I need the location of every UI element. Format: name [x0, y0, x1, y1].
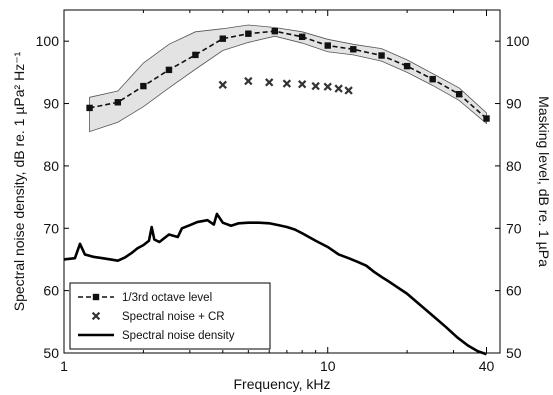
- legend-symbol-noise-cr: [91, 311, 101, 321]
- legend-box: [69, 282, 271, 350]
- octave-level-point: [140, 82, 147, 90]
- y-tick-label-left: 70: [43, 220, 59, 236]
- legend-x-marker: [91, 311, 101, 321]
- octave-level-point: [350, 46, 357, 53]
- axis-ticks: [63, 10, 500, 354]
- octave-level-point: [86, 104, 93, 112]
- octave-level-point: [483, 115, 490, 122]
- octave-level-point: [378, 52, 385, 59]
- y-tick-label-right: 80: [506, 158, 522, 174]
- x-tick-label: 10: [320, 358, 336, 374]
- octave-level-point: [114, 99, 122, 106]
- noise-cr-point: [334, 84, 343, 93]
- legend-label-octave: 1/3rd octave level: [122, 292, 212, 304]
- y-tick-label-left: 60: [43, 283, 59, 299]
- x-marker-stroke: [218, 80, 227, 90]
- x-marker-stroke: [91, 311, 101, 321]
- octave-level-point: [165, 66, 173, 74]
- noise-cr-point: [297, 80, 307, 89]
- x-marker-stroke: [334, 84, 343, 93]
- x-tick-label: 40: [479, 358, 495, 374]
- x-marker-stroke: [282, 79, 292, 88]
- octave-level-line: [89, 30, 488, 120]
- octave-level-layer: [86, 28, 490, 122]
- y-tick-label-right: 100: [506, 33, 530, 49]
- y-tick-label-right: 90: [506, 96, 522, 112]
- x-tick-label: 1: [60, 358, 68, 374]
- confidence-band-layer: [89, 24, 487, 133]
- legend-label-density: Spectral noise density: [122, 330, 235, 342]
- noise-cr-point: [323, 82, 332, 91]
- x-marker-stroke: [311, 81, 320, 91]
- y-tick-label-right: 60: [506, 283, 522, 299]
- y-tick-label-left: 80: [43, 158, 59, 174]
- noise-cr-point: [244, 76, 253, 86]
- noise-cr-point: [311, 81, 320, 91]
- x-axis-label: Frequency, kHz: [234, 376, 331, 392]
- y-tick-label-right: 50: [506, 345, 522, 361]
- octave-level-band: [89, 24, 487, 133]
- octave-level-point: [219, 35, 226, 42]
- octave-level-point: [298, 33, 306, 41]
- octave-level-point: [245, 30, 252, 37]
- legend-label-noise-cr: Spectral noise + CR: [122, 311, 225, 323]
- y-axis-label-right: Masking level, dB re. 1 µPa: [536, 96, 552, 267]
- y-tick-label-right: 70: [506, 220, 522, 236]
- noise-cr-point: [265, 78, 274, 87]
- octave-level-point: [455, 90, 463, 98]
- noise-cr-point: [344, 86, 353, 95]
- noise-cr-point: [282, 79, 292, 88]
- noise-cr-point: [218, 80, 227, 90]
- y-tick-label-left: 50: [43, 345, 59, 361]
- spectral-noise-density-line: [63, 212, 487, 356]
- x-marker-stroke: [344, 86, 353, 95]
- octave-level-point: [429, 76, 436, 83]
- octave-level-point: [271, 28, 279, 35]
- octave-level-point: [192, 51, 199, 59]
- x-marker-stroke: [265, 78, 274, 87]
- noise-cr-layer: [218, 76, 353, 95]
- octave-level-point: [324, 42, 331, 49]
- spectral-noise-density-layer: [63, 212, 487, 356]
- y-tick-label-left: 90: [43, 96, 59, 112]
- legend: 1/3rd octave level Spectral noise + CR S…: [69, 282, 271, 350]
- y-axis-label-left: Spectral noise density, dB re. 1 µPa² Hz…: [11, 51, 27, 311]
- axis-tick-labels: 50 50 60 60 70 70 80 80 90 90 100 100 1 10 40: [36, 33, 530, 374]
- x-marker-stroke: [297, 80, 307, 89]
- y-tick-label-left: 100: [36, 33, 60, 49]
- x-marker-stroke: [244, 76, 253, 86]
- plot-frame: [63, 9, 501, 354]
- legend-symbol-octave: [78, 293, 114, 301]
- legend-square-marker: [92, 293, 100, 301]
- x-marker-stroke: [323, 82, 332, 91]
- octave-level-point: [403, 62, 411, 70]
